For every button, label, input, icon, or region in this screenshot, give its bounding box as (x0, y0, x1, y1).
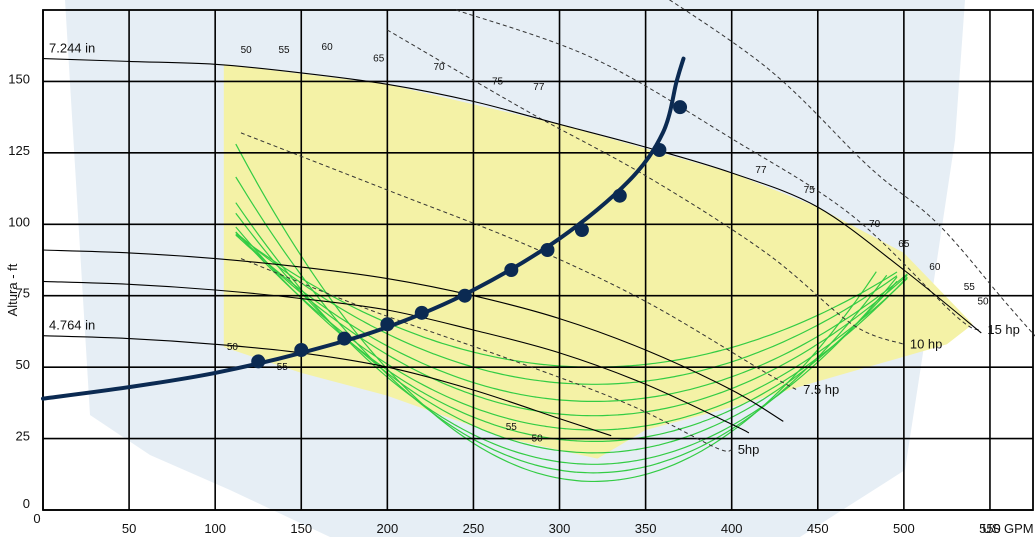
system-curve-marker (414, 305, 429, 320)
grid-layer: 50 100 150 200 250 300 350 400 450 500 55002550751… (8, 9, 1034, 536)
efficiency-label: 55 (278, 45, 290, 56)
system-curve-marker (337, 331, 352, 346)
power-line (387, 29, 905, 345)
labels-layer: Altura - ft US GPM 0 50 55 606570757777757… (5, 42, 1034, 536)
x-tick-label: 250 (463, 521, 485, 536)
efficiency-curve (235, 234, 908, 402)
plot-frame (42, 9, 1034, 511)
system-curve-marker (612, 188, 627, 203)
system-curve-marker (457, 288, 472, 303)
x-tick-label: 150 (290, 521, 312, 536)
efficiency-label: 65 (373, 53, 385, 64)
system-curve-marker (504, 263, 519, 277)
efficiency-label: 75 (804, 185, 816, 196)
y-axis-label: Altura - ft (5, 263, 20, 316)
efficiency-label: 55 (277, 362, 289, 373)
system-curve-marker (540, 243, 555, 257)
y-tick-label: 25 (16, 429, 30, 444)
efficiency-label: 55 (506, 422, 518, 433)
x-tick-label: 50 (122, 521, 136, 536)
impeller-curve (42, 249, 784, 422)
system-curve-layer (41, 56, 688, 401)
x-tick-label: 200 (376, 521, 398, 536)
efficiency-label: 70 (433, 62, 445, 73)
impeller-curves-layer: 7.244 in 4.764 in (42, 41, 982, 437)
power-line-label: 7.5 hp (803, 382, 839, 397)
power-line (240, 132, 798, 391)
power-line (456, 9, 982, 331)
x-tick-label: 400 (721, 521, 743, 536)
y-tick-label: 0 (23, 496, 30, 511)
impeller-curve (42, 335, 612, 437)
efficiency-label: 50 (227, 342, 239, 353)
x-axis-label: US GPM (982, 521, 1033, 536)
y-tick-label: 100 (8, 214, 30, 229)
x-tick-label: 550 (979, 521, 1001, 536)
efficiency-label: 50 (532, 433, 544, 444)
efficiency-region (223, 64, 973, 459)
impeller-curve-label: 7.244 in (49, 41, 95, 56)
power-line-label: 10 hp (910, 336, 943, 351)
impeller-curve-label: 4.764 in (49, 318, 95, 333)
system-curve-marker (251, 354, 266, 369)
efficiency-label: 50 (978, 296, 990, 307)
system-curve-marker (380, 317, 395, 332)
system-curve-marker (652, 143, 667, 157)
power-line-label: 15 hp (987, 322, 1020, 337)
system-curve-marker (673, 100, 688, 115)
x-tick-label: 300 (549, 521, 571, 536)
x-tick-label: 500 (893, 521, 915, 536)
y-tick-label: 75 (16, 286, 30, 301)
y-tick-label: 125 (8, 143, 30, 158)
efficiency-label: 77 (533, 82, 545, 93)
system-curve-marker (574, 223, 589, 237)
origin-corner-label: 0 (33, 511, 40, 526)
efficiency-label: 60 (322, 42, 334, 53)
efficiency-label: 55 (964, 282, 976, 293)
efficiency-label: 75 (492, 76, 504, 87)
efficiency-label: 65 (898, 239, 910, 250)
efficiency-region-layer (223, 64, 973, 459)
y-tick-label: 50 (16, 357, 30, 372)
system-curve-marker (294, 343, 309, 357)
efficiency-curve (235, 232, 898, 385)
efficiency-label: 70 (869, 219, 881, 230)
power-line (668, 0, 1035, 337)
x-tick-label: 350 (635, 521, 657, 536)
efficiency-curve (235, 143, 877, 483)
impeller-curve (42, 58, 982, 334)
y-tick-label: 150 (8, 71, 30, 86)
power-line-label: 5hp (738, 442, 760, 457)
efficiency-label: 50 (241, 45, 253, 56)
efficiency-label: 77 (755, 165, 767, 176)
efficiency-label: 60 (929, 262, 941, 273)
x-tick-label: 100 (204, 521, 226, 536)
efficiency-curve (235, 231, 908, 417)
x-tick-label: 450 (807, 521, 829, 536)
